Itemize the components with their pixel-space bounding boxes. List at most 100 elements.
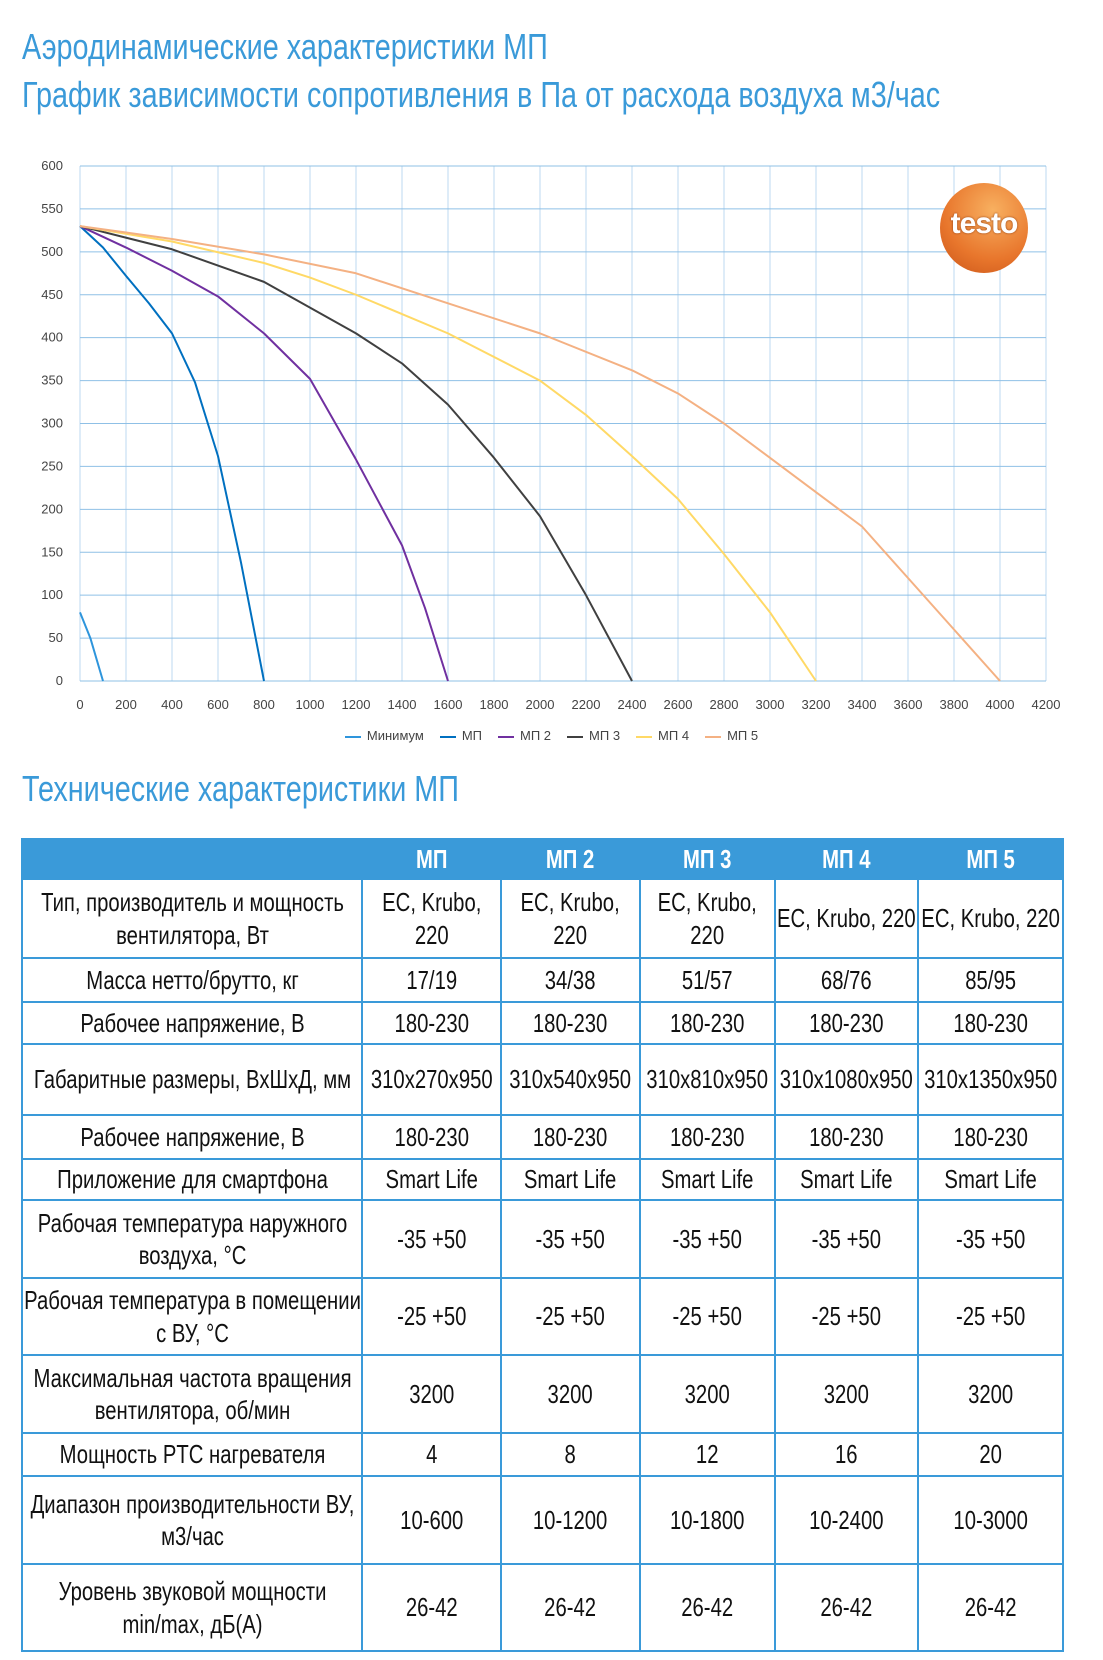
column-header-label: МП 2 (546, 843, 595, 874)
cell-value: -35 +50 (500, 1199, 641, 1279)
legend-item: МП 5 (705, 728, 758, 743)
cell-value-text: -35 +50 (955, 1223, 1026, 1254)
cell-value: 310x540x950 (500, 1043, 641, 1116)
x-tick-label: 200 (115, 697, 137, 712)
cell-value: 85/95 (916, 957, 1065, 1003)
cell-value-text: 12 (695, 1439, 719, 1470)
legend-swatch-icon (636, 735, 653, 738)
cell-value: 26-42 (773, 1563, 919, 1652)
column-header: МП 4 (773, 838, 919, 880)
row-label-text: Уровень звуковой мощности min/max, дБ(А) (58, 1576, 327, 1639)
legend-swatch-icon (567, 735, 584, 738)
x-tick-label: 2600 (664, 697, 693, 712)
y-tick-label: 200 (41, 501, 63, 516)
x-tick-label: 1000 (296, 697, 325, 712)
specs-title: Технические характеристики МП (22, 768, 459, 809)
y-tick-label: 100 (41, 587, 63, 602)
cell-value-text: 34/38 (545, 964, 596, 995)
x-tick-label: 3600 (894, 697, 923, 712)
series-line-0 (79, 611, 104, 682)
cell-value-text: Smart Life (800, 1164, 893, 1195)
y-tick-label: 500 (41, 244, 63, 259)
cell-value-text: 180-230 (669, 1121, 745, 1152)
cell-value: 17/19 (361, 957, 503, 1003)
row-label-text: Диапазон производительности ВУ, м3/час (30, 1488, 355, 1552)
cell-value-text: 8 (564, 1439, 577, 1470)
cell-value: 10-1200 (500, 1475, 641, 1565)
row-label-text: Рабочее напряжение, В (80, 1007, 305, 1038)
cell-value-text: 10-3000 (953, 1504, 1028, 1535)
y-tick-label: 600 (41, 158, 63, 173)
legend-swatch-icon (439, 735, 456, 738)
row-label: Масса нетто/брутто, кг (20, 957, 364, 1003)
legend-item: Минимум (344, 728, 424, 743)
y-tick-label: 400 (41, 330, 63, 345)
x-tick-label: 1800 (480, 697, 509, 712)
cell-value-text: Smart Life (385, 1164, 479, 1195)
table-row: Рабочее напряжение, В 180-230 180-230 180-2… (20, 1001, 1065, 1045)
cell-value: Smart Life (500, 1158, 641, 1201)
cell-value: 3200 (916, 1354, 1065, 1434)
x-tick-label: 3800 (940, 697, 969, 712)
cell-value-text: 180-230 (809, 1121, 884, 1152)
row-label-text: Рабочее напряжение, В (80, 1121, 305, 1152)
cell-value: 3200 (500, 1354, 641, 1434)
table-row: Максимальная частота вращения вентилятор… (20, 1354, 1065, 1434)
cell-value: -25 +50 (773, 1277, 919, 1356)
cell-value-text: EC, Krubo, 220 (382, 887, 482, 950)
cell-value: 310x1350x950 (916, 1043, 1065, 1116)
legend-label: МП 2 (520, 728, 552, 743)
cell-value-text: -35 +50 (397, 1223, 467, 1254)
cell-value: 10-2400 (773, 1475, 919, 1565)
cell-value: 8 (500, 1432, 641, 1477)
testo-logo: testo (940, 183, 1028, 273)
cell-value: 26-42 (500, 1563, 641, 1652)
table-row: Рабочая температура в помещении с ВУ, °С… (20, 1277, 1065, 1356)
x-tick-label: 2800 (710, 697, 739, 712)
y-tick-label: 150 (41, 544, 63, 559)
specs-table: МП МП 2 МП 3 МП 4 МП 5 Тип, производитель и … (20, 838, 1065, 1652)
legend-label: МП (461, 728, 483, 743)
cell-value-text: 180-230 (953, 1007, 1028, 1038)
cell-value-text: 26-42 (544, 1592, 597, 1623)
table-row: Рабочее напряжение, В 180-230 180-230 180-2… (20, 1114, 1065, 1160)
row-label: Максимальная частота вращения вентилятор… (20, 1354, 364, 1434)
series-line-2 (79, 225, 449, 682)
cell-value-text: 10-600 (400, 1504, 464, 1535)
row-label-text: Рабочая температура наружного воздуха, °… (37, 1207, 347, 1271)
row-label-text: Приложение для смартфона (56, 1164, 328, 1195)
y-tick-label: 0 (56, 673, 63, 688)
cell-value-text: 310x540x950 (509, 1064, 632, 1095)
y-tick-label: 50 (49, 630, 63, 645)
cell-value: EC, Krubo, 220 (916, 878, 1065, 959)
chart-legend: Минимум МП МП 2 МП 3 МП 4 МП 5 (0, 728, 1103, 743)
column-header-label: МП 3 (682, 843, 732, 874)
cell-value-text: -35 +50 (811, 1223, 881, 1254)
cell-value-text: 3200 (409, 1378, 455, 1409)
cell-value-text: -25 +50 (397, 1301, 467, 1332)
cell-value-text: 17/19 (406, 964, 458, 995)
x-tick-label: 2400 (618, 697, 647, 712)
cell-value: 3200 (773, 1354, 919, 1434)
row-label: Рабочая температура наружного воздуха, °… (20, 1199, 364, 1279)
cell-value: 20 (916, 1432, 1065, 1477)
cell-value-text: Smart Life (660, 1164, 754, 1195)
x-tick-label: 600 (207, 697, 229, 712)
cell-value-text: 3200 (823, 1378, 869, 1409)
row-label: Диапазон производительности ВУ, м3/час (20, 1475, 364, 1565)
cell-value-text: -25 +50 (672, 1301, 742, 1332)
table-row: Мощность PTC нагревателя 4 8 12 16 20 (20, 1432, 1065, 1477)
cell-value: EC, Krubo, 220 (773, 878, 919, 959)
cell-value: 180-230 (916, 1114, 1065, 1160)
cell-value-text: 10-2400 (809, 1504, 884, 1535)
cell-value: EC, Krubo, 220 (361, 878, 503, 959)
cell-value: 180-230 (638, 1001, 776, 1045)
cell-value-text: 310x270x950 (370, 1064, 493, 1095)
cell-value-text: 26-42 (405, 1592, 458, 1623)
cell-value-text: 16 (834, 1439, 858, 1470)
x-tick-label: 0 (76, 697, 83, 712)
cell-value-text: 310x1350x950 (923, 1064, 1057, 1095)
cell-value-text: 180-230 (394, 1007, 470, 1038)
cell-value: 180-230 (500, 1001, 641, 1045)
cell-value-text: 310x810x950 (646, 1064, 769, 1095)
